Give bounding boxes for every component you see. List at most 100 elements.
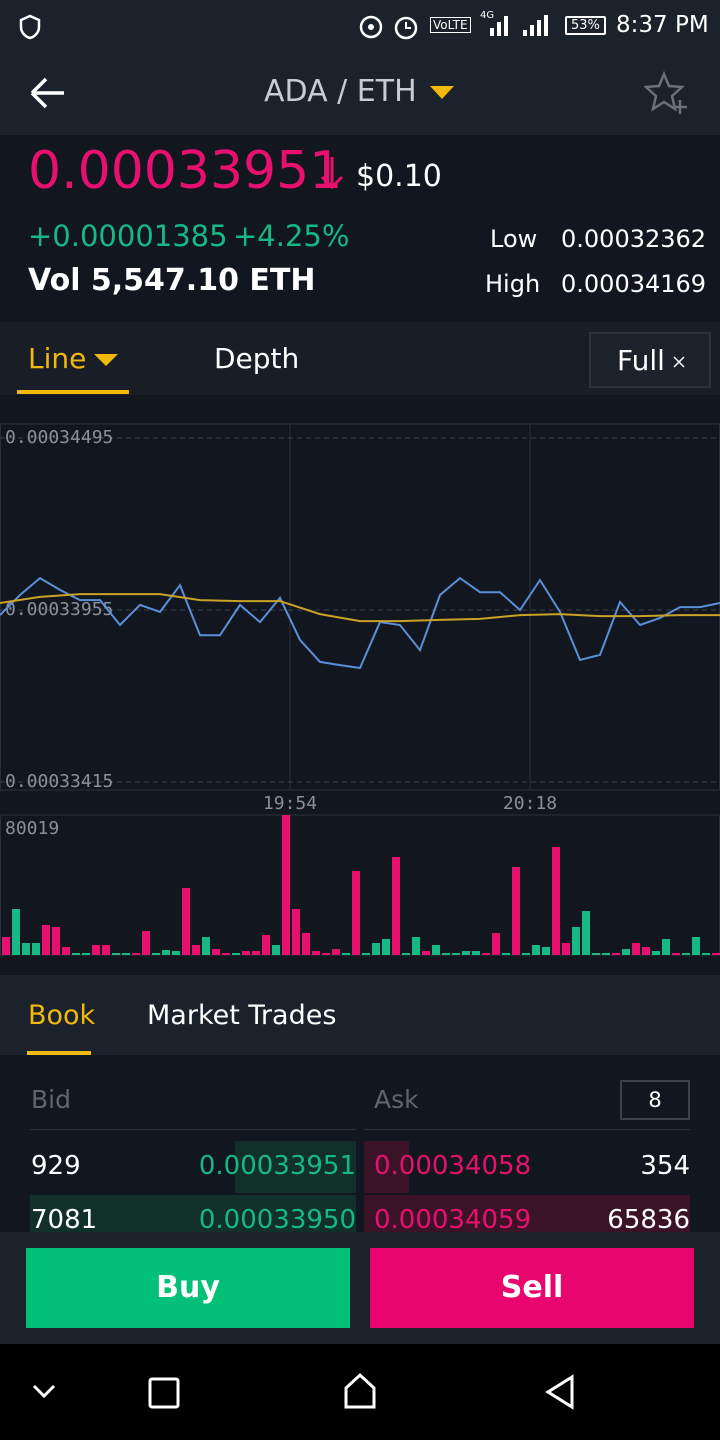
volume-bar [262,935,270,955]
volume-bar [132,953,140,955]
volume-bar [292,908,300,955]
volume-bar [532,944,540,955]
volume-bar [212,949,220,955]
volume-bar [632,942,640,955]
low-value: 0.00032362 [561,225,707,253]
volume-bar [332,949,340,955]
volume-bar [272,944,280,955]
volume-bar [712,953,720,955]
volume-bar [172,951,180,955]
volume-bar [612,953,620,955]
volume-bar [492,933,500,955]
volume-bar [342,953,350,955]
ask-depth-bar [364,1195,690,1235]
volume-bar [582,910,590,955]
depth-select[interactable]: 8 [620,1080,690,1120]
volume-bar [62,946,70,955]
tab-underline [17,390,129,394]
nav-icons [32,1372,574,1410]
volume-bar [72,953,80,955]
volume-bar [702,953,710,955]
price-line [0,593,720,623]
price-line [0,576,720,670]
top-bar: VoLTE 4G 53% 8:37 PM ADA / ETH [0,0,720,135]
volume-bar [372,942,380,955]
down-arrow [320,157,344,190]
last-price: 0.00033951 [28,141,343,201]
volume-bar [192,944,200,955]
bid-amount: 7081 [31,1205,98,1235]
pair-dropdown[interactable] [428,84,456,102]
full-button[interactable]: Full [589,332,711,388]
volume-bar [302,933,310,955]
volume-bar [672,953,680,955]
battery: 53% [565,16,606,35]
y-tick-label: 80019 [5,818,59,839]
tab-dropdown[interactable] [92,352,120,368]
bid-depth-bar [30,1195,356,1235]
volume-bar [462,951,470,955]
volume-bar [102,944,110,955]
volume-bar [162,949,170,955]
volume-bar [502,953,510,955]
back-button[interactable] [28,76,68,110]
tab-line[interactable]: Line [28,342,87,375]
favorite-button[interactable] [644,70,692,114]
volume-bar [42,924,50,955]
volume-bar [312,951,320,955]
volume-bar [112,953,120,955]
volume-bar [82,953,90,955]
tab-depth[interactable]: Depth [214,342,300,375]
sell-button[interactable]: Sell [370,1248,694,1328]
volume-bar [432,944,440,955]
volume-bar [32,942,40,955]
shield-icon [19,14,41,40]
x-tick-label: 19:54 [263,793,317,814]
nav-recent[interactable] [148,1377,180,1409]
signal-icon [490,15,548,36]
volume-bar [652,951,660,955]
volume-bar [2,936,10,955]
volume-bar [122,953,130,955]
full-label: Full [617,344,665,377]
volume-bar [352,871,360,955]
volume-bar [512,866,520,955]
nav-home[interactable] [344,1372,376,1409]
price-usd: $0.10 [356,159,442,194]
order-book: Bid Ask 8 929 0.00033951 0.00034058 354 7081… [0,1055,720,1235]
volume-bar [622,949,630,955]
nav-hide[interactable] [32,1384,56,1399]
volume-bar [442,953,450,955]
x-tick-label: 20:18 [503,793,557,814]
volume-bar [92,944,100,955]
bid-amount: 929 [31,1151,81,1181]
volume-bar [402,953,410,955]
volume-bar [182,887,190,955]
network-type: 4G [480,10,495,21]
y-tick-label: 0.00034495 [5,427,113,448]
volume-bar [202,936,210,955]
volume-bar [232,953,240,955]
ask-depth-bar [364,1141,409,1193]
ask-price: 0.00034059 [374,1205,532,1235]
volume-bar [472,951,480,955]
pair-title[interactable]: ADA / ETH [264,74,417,109]
ask-amount: 65836 [607,1205,690,1235]
volume-bar [142,930,150,955]
high-label: High [485,270,541,298]
ticker: 0.00033951 $0.10 +0.00001385 +4.25% Vol … [0,135,720,322]
depth-value: 8 [648,1088,662,1112]
nav-back[interactable] [545,1374,574,1410]
tab-book[interactable]: Book [28,1000,96,1031]
volume-bar [382,939,390,955]
volume-bar [392,857,400,955]
tab-market-trades[interactable]: Market Trades [147,1000,337,1031]
chart-tabs: Line Depth Full [0,322,720,395]
buy-button[interactable]: Buy [26,1248,350,1328]
volume-bar [572,926,580,955]
book-tabs: Book Market Trades [0,975,720,1055]
expand-icon [673,356,685,368]
volume-bar [12,908,20,955]
action-bar: Buy Sell [0,1232,720,1344]
volume-bar [52,926,60,955]
